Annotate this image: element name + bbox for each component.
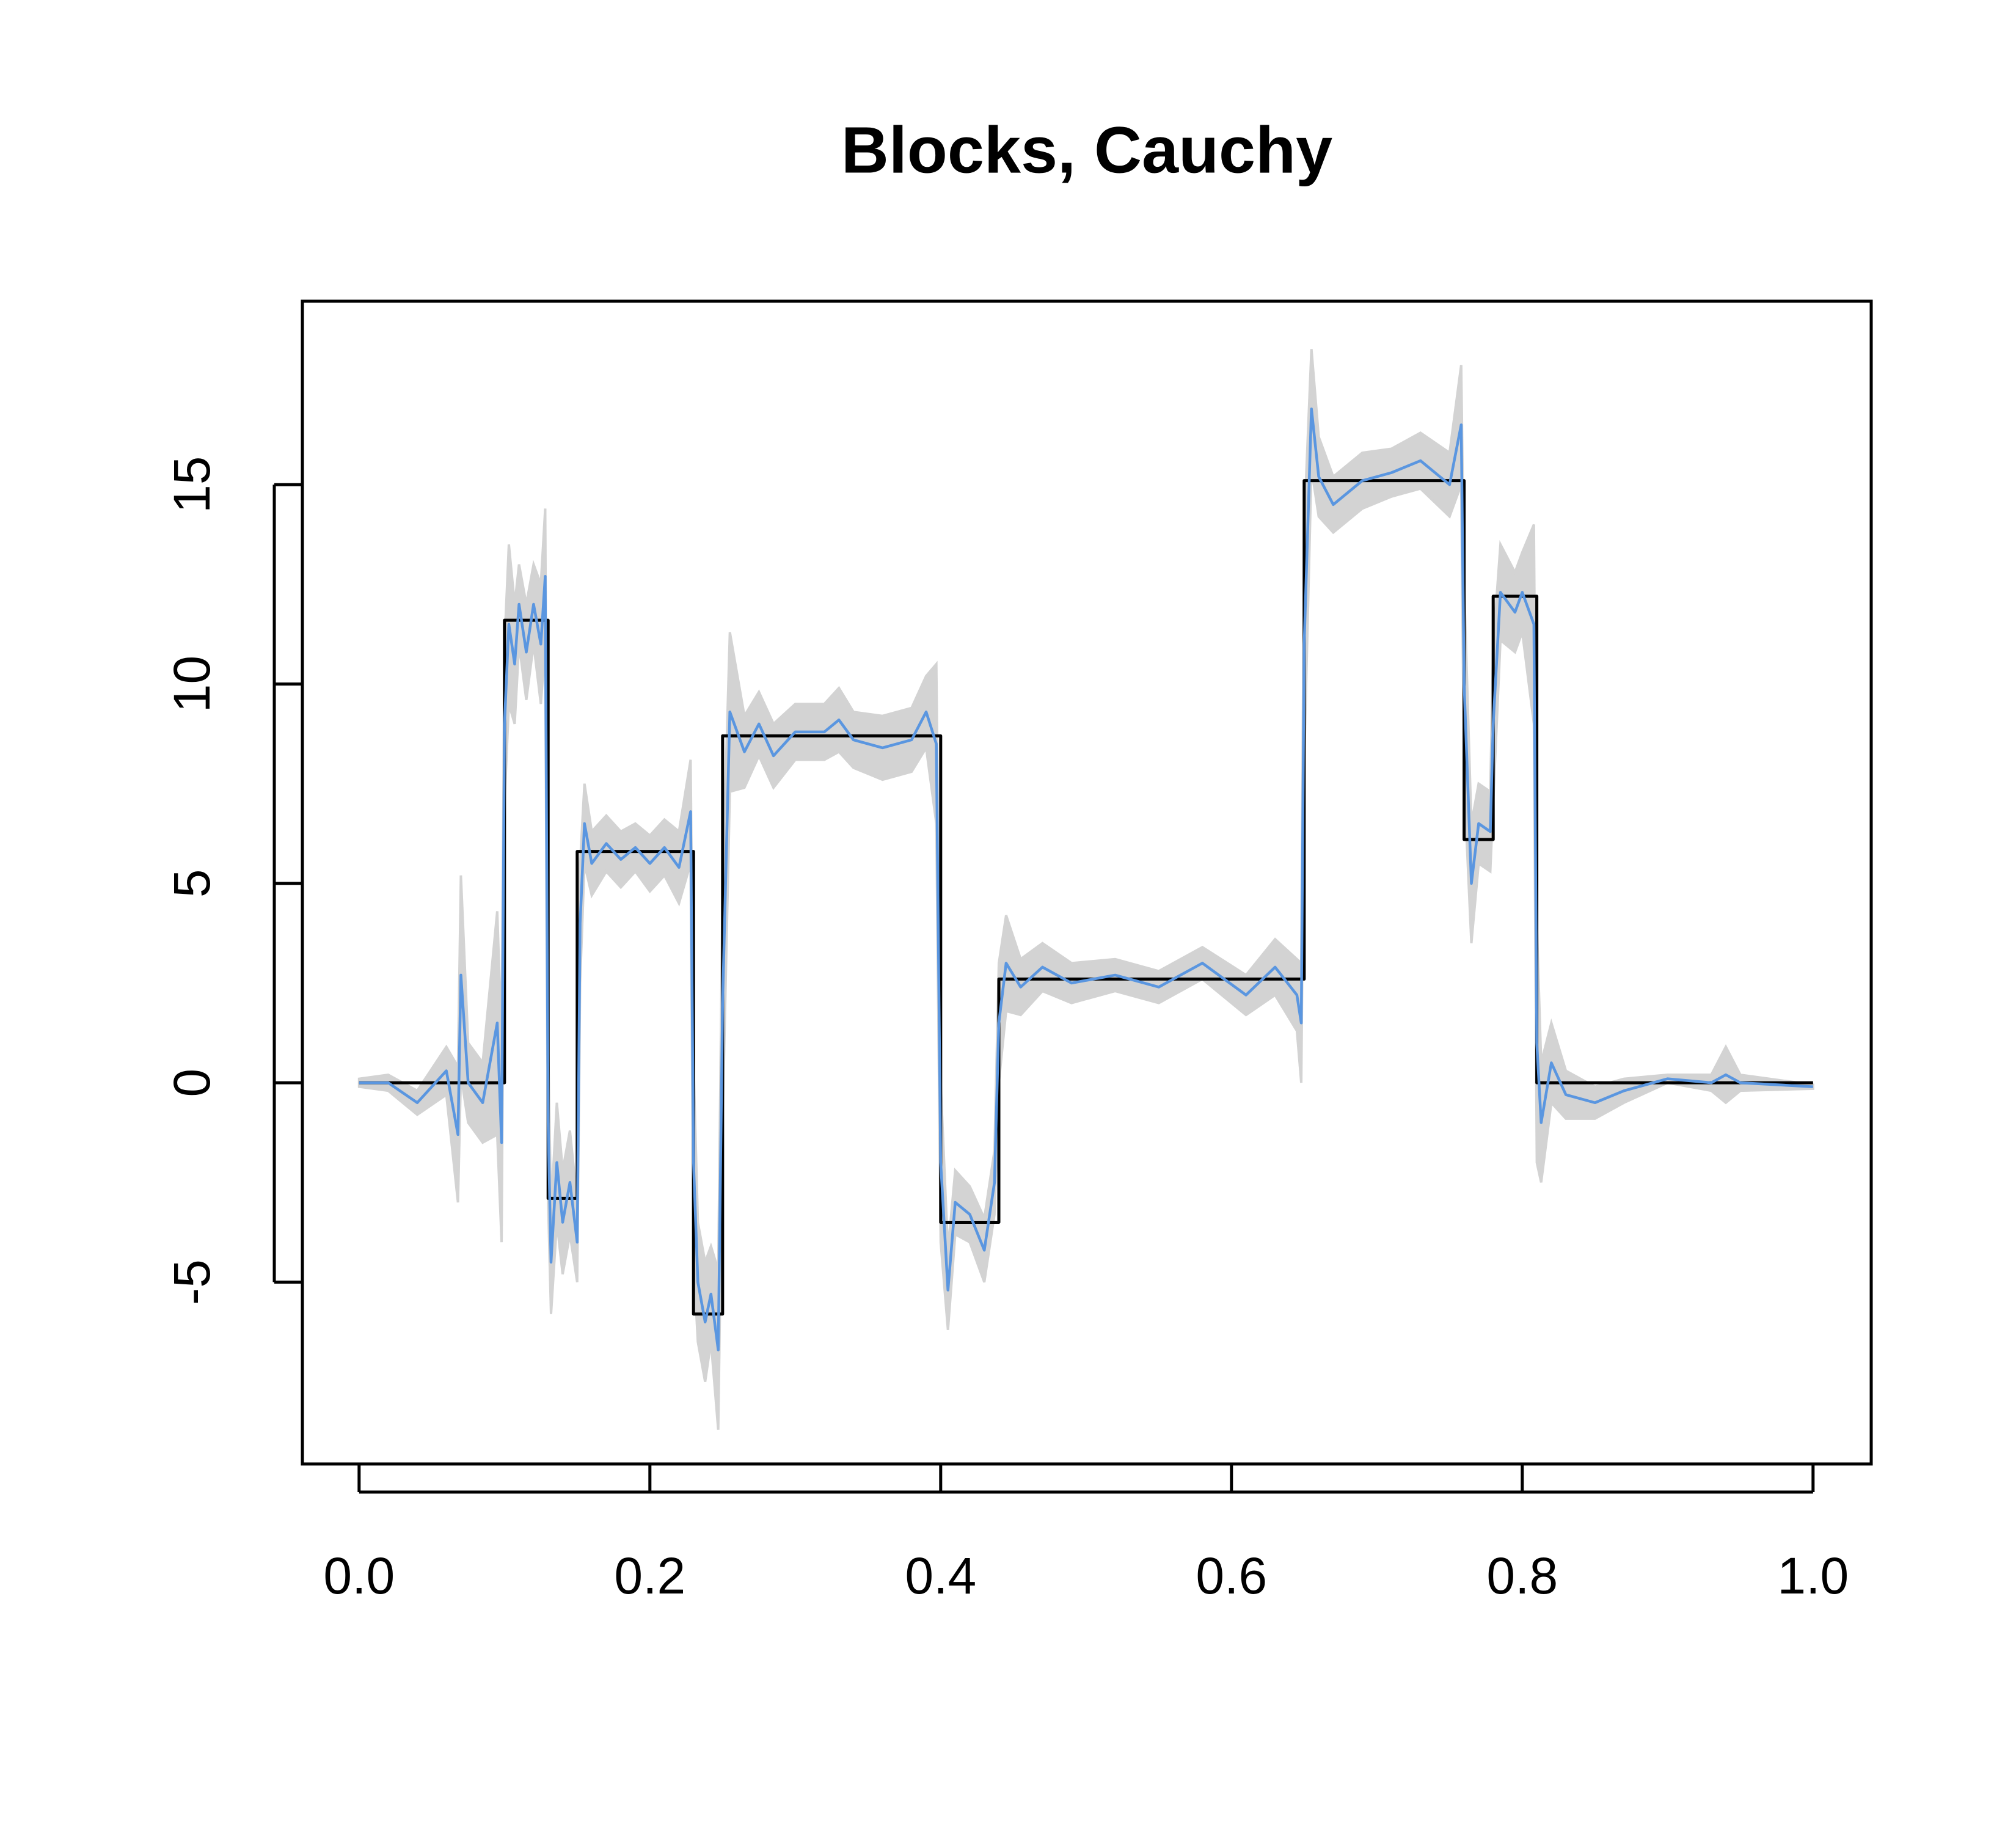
line xyxy=(359,407,1813,1352)
y-tick-label: -5 xyxy=(163,1259,221,1305)
y-tick-label: 5 xyxy=(163,869,221,898)
x-tick-label: 0.2 xyxy=(614,1547,685,1604)
x-tick-label: 1.0 xyxy=(1777,1547,1849,1604)
y-tick-label: 15 xyxy=(163,456,221,513)
x-tick-label: 0.8 xyxy=(1486,1547,1558,1604)
x-tick-label: 0.0 xyxy=(323,1547,395,1604)
chart-title: Blocks, Cauchy xyxy=(841,113,1332,187)
confidence-band xyxy=(357,349,1814,1430)
y-tick-label: 0 xyxy=(163,1069,221,1097)
y-tick-label: 10 xyxy=(163,656,221,712)
plot-frame xyxy=(301,299,1873,1466)
x-tick-label: 0.6 xyxy=(1196,1547,1267,1604)
x-tick-label: 0.4 xyxy=(905,1547,976,1604)
